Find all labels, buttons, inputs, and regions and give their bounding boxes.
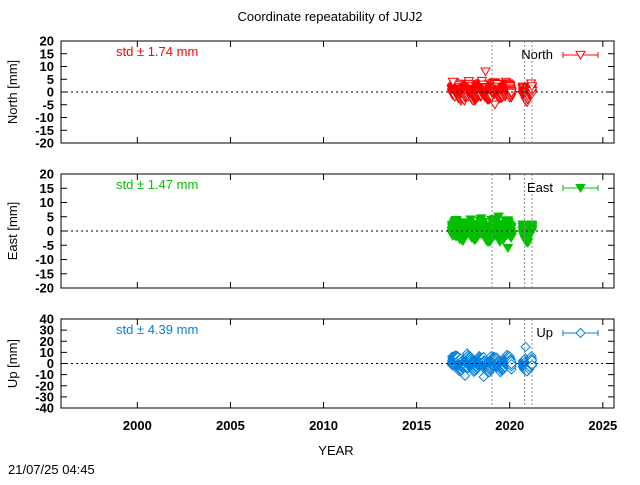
east-y-tick-label: 20 — [40, 167, 54, 182]
up-outlier-point — [459, 370, 471, 381]
north-y-tick-label: -15 — [35, 123, 54, 138]
east-y-tick-label: 15 — [40, 181, 54, 196]
north-y-tick-label: -5 — [42, 97, 54, 112]
east-point — [505, 223, 517, 233]
chart-title: Coordinate repeatability of JUJ2 — [238, 9, 423, 24]
up-y-tick-label: 20 — [40, 334, 54, 349]
x-tick-label: 2015 — [402, 418, 431, 433]
east-legend: East — [527, 180, 599, 195]
x-tick-label: 2020 — [495, 418, 524, 433]
east-y-tick-label: -5 — [42, 238, 54, 253]
east-legend-label: East — [527, 180, 553, 195]
east-y-axis-title: East [mm] — [5, 202, 20, 261]
up-legend: Up — [536, 325, 599, 340]
north-y-tick-label: 0 — [47, 85, 54, 100]
north-y-tick-label: -10 — [35, 110, 54, 125]
up-y-tick-label: -40 — [35, 401, 54, 416]
north-y-tick-label: 10 — [40, 59, 54, 74]
up-legend-label: Up — [536, 325, 553, 340]
x-tick-label: 2000 — [123, 418, 152, 433]
east-point — [526, 221, 538, 231]
north-y-tick-label: 20 — [40, 34, 54, 49]
east-outlier-point — [502, 244, 514, 254]
north-outlier-point — [480, 67, 491, 77]
east-outlier-point — [493, 212, 504, 222]
up-std-label: std ± 4.39 mm — [116, 322, 198, 337]
up-outlier-point — [478, 371, 489, 383]
x-tick-label: 2005 — [216, 418, 245, 433]
east-y-tick-label: 5 — [47, 209, 54, 224]
x-axis-tick-labels: 2000 2005 2010 2015 2020 2025 — [123, 418, 617, 433]
north-legend-marker — [575, 50, 586, 61]
north-y-axis-title: North [mm] — [5, 60, 20, 124]
east-y-tick-label: 0 — [47, 224, 54, 239]
east-outlier-point — [465, 215, 477, 225]
up-y-tick-label: 30 — [40, 323, 54, 338]
east-legend-marker — [575, 183, 586, 194]
up-y-tick-label: -30 — [35, 389, 54, 404]
up-y-tick-label: 0 — [47, 356, 54, 371]
east-y-tick-label: -15 — [35, 266, 54, 281]
east-y-tick-label: -10 — [35, 252, 54, 267]
north-point — [506, 88, 517, 98]
north-outlier-point — [489, 100, 501, 110]
up-legend-marker — [575, 327, 586, 339]
north-outlier-point — [447, 77, 459, 87]
up-y-tick-label: 10 — [40, 345, 54, 360]
up-data-points — [446, 341, 538, 383]
north-std-label: std ± 1.74 mm — [116, 44, 198, 59]
east-std-label: std ± 1.47 mm — [116, 177, 198, 192]
up-y-axis-title: Up [mm] — [5, 339, 20, 388]
up-y-tick-label: 40 — [40, 312, 54, 327]
up-y-tick-label: -10 — [35, 367, 54, 382]
x-tick-label: 2025 — [588, 418, 617, 433]
x-axis-title: YEAR — [318, 443, 353, 458]
up-outlier-point — [520, 341, 531, 353]
up-point — [506, 358, 517, 370]
footer-timestamp: 21/07/25 04:45 — [8, 462, 95, 477]
east-y-tick-label: -20 — [35, 281, 54, 296]
north-legend: North — [521, 47, 599, 62]
north-y-tick-label: -20 — [35, 136, 54, 151]
east-y-tick-label: 10 — [40, 195, 54, 210]
north-y-tick-label: 5 — [47, 72, 54, 87]
north-legend-label: North — [521, 47, 553, 62]
north-y-tick-label: 15 — [40, 46, 54, 61]
x-tick-label: 2010 — [309, 418, 338, 433]
up-y-tick-label: -20 — [35, 378, 54, 393]
